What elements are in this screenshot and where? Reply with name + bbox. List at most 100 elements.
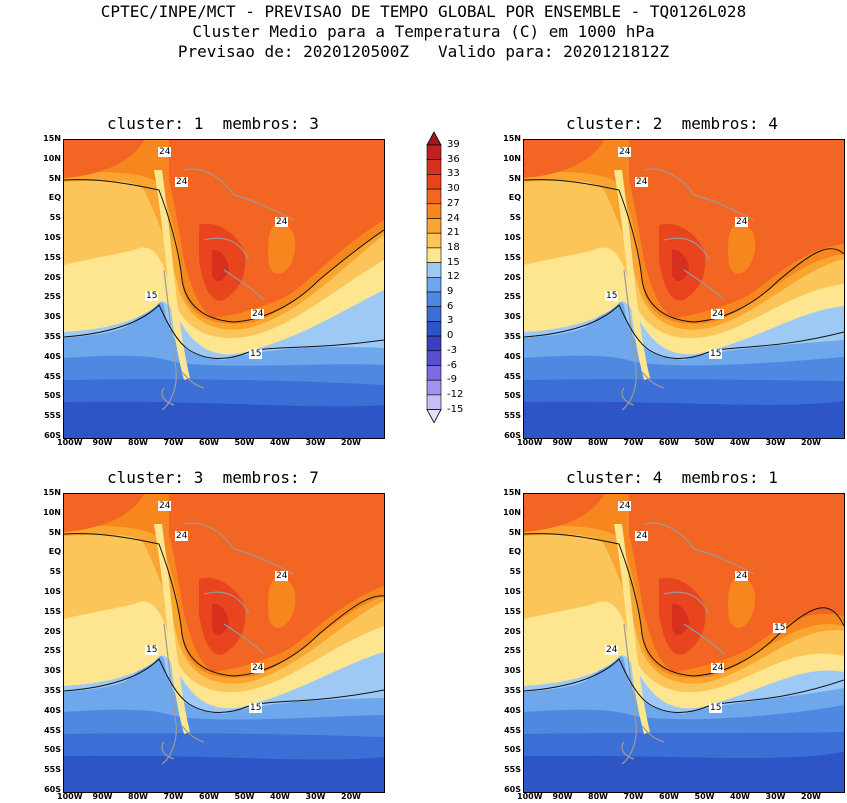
header-line-1: CPTEC/INPE/MCT - PREVISAO DE TEMPO GLOBA… [100, 2, 747, 21]
longitude-tick-label: 50W [694, 438, 715, 447]
longitude-tick-label: 20W [341, 792, 361, 801]
colorbar-level-label: 30 [447, 183, 460, 195]
latitude-tick-label: 20S [44, 626, 61, 636]
latitude-tick-label: 15S [44, 252, 61, 262]
latitude-tick-label: 5N [48, 527, 61, 537]
latitude-tick-label: 5N [508, 173, 521, 183]
latitude-tick-label: 60S [504, 431, 521, 440]
panel-title: cluster: 2 membros: 4 [566, 114, 778, 133]
contour-label: 24 [175, 177, 189, 187]
longitude-tick-label: 100W [57, 792, 83, 801]
contour-label: 24 [158, 147, 172, 157]
contour-label: 24 [635, 177, 649, 187]
contour-label: 24 [275, 217, 289, 227]
longitude-tick-label: 90W [92, 438, 113, 447]
latitude-tick-label: 10S [44, 587, 61, 596]
contour-label: 24 [735, 571, 749, 581]
latitude-tick-label: 20S [504, 272, 521, 282]
longitude-tick-label: 30W [765, 438, 786, 447]
latitude-tick-label: 15N [43, 488, 61, 497]
colorbar-level-label: 15 [447, 256, 460, 268]
contour-label: 24 [158, 501, 172, 511]
contour-label: 15 [145, 645, 159, 655]
contour-label: 15 [709, 349, 723, 359]
latitude-tick-label: 30S [44, 666, 61, 676]
latitude-tick-label: 10S [504, 233, 521, 242]
latitude-tick-label: 50S [504, 391, 521, 401]
latitude-tick-label: 15N [43, 134, 61, 143]
latitude-tick-label: 10N [503, 153, 521, 163]
longitude-tick-label: 70W [163, 438, 184, 447]
longitude-tick-label: 100W [57, 438, 83, 447]
contour-label: 24 [275, 571, 289, 581]
longitude-tick-label: 50W [234, 792, 255, 801]
contour-label: 15 [249, 703, 263, 713]
longitude-tick-label: 50W [694, 792, 715, 801]
longitude-tick-label: 30W [765, 792, 786, 801]
contour-label: 24 [711, 309, 725, 319]
longitude-tick-label: 70W [163, 792, 184, 801]
latitude-tick-label: 5S [509, 213, 521, 223]
colorbar-level-label: 18 [447, 241, 460, 253]
contour-label: 24 [711, 663, 725, 673]
panel-title: cluster: 4 membros: 1 [566, 468, 778, 487]
longitude-tick-label: 90W [552, 792, 573, 801]
latitude-tick-label: 40S [44, 705, 61, 715]
contour-label: 24 [618, 501, 632, 511]
latitude-tick-label: 40S [504, 705, 521, 715]
longitude-tick-label: 100W [517, 792, 543, 801]
longitude-tick-label: 90W [552, 438, 573, 447]
colorbar-level-label: -15 [447, 403, 464, 415]
latitude-tick-label: 10S [504, 587, 521, 596]
latitude-tick-label: 30S [44, 312, 61, 322]
longitude-tick-label: 40W [270, 438, 290, 447]
contour-label: 15 [605, 291, 619, 301]
longitude-tick-label: 70W [623, 438, 644, 447]
longitude-tick-label: 40W [270, 792, 290, 801]
latitude-tick-label: 5N [48, 173, 61, 183]
colorbar-level-label: 36 [447, 153, 460, 165]
latitude-tick-label: 60S [44, 431, 61, 440]
latitude-tick-label: 15N [503, 488, 521, 497]
latitude-tick-label: 5S [509, 567, 521, 577]
latitude-tick-label: 45S [504, 725, 521, 735]
latitude-tick-label: 10N [43, 507, 61, 517]
longitude-tick-label: 100W [517, 438, 543, 447]
latitude-tick-label: EQ [48, 193, 61, 203]
longitude-tick-label: 60W [199, 792, 219, 801]
contour-label: 24 [605, 645, 619, 655]
contour-label: 15 [709, 703, 723, 713]
latitude-tick-label: 30S [504, 312, 521, 322]
colorbar-level-label: 24 [447, 212, 460, 224]
longitude-tick-label: 20W [801, 438, 821, 447]
latitude-tick-label: 60S [44, 785, 61, 794]
longitude-tick-label: 60W [659, 438, 679, 447]
longitude-tick-label: 80W [588, 792, 608, 801]
latitude-tick-label: 25S [44, 646, 61, 656]
longitude-tick-label: 80W [128, 792, 148, 801]
latitude-tick-label: 45S [504, 371, 521, 381]
latitude-tick-label: 5N [508, 527, 521, 537]
latitude-tick-label: EQ [48, 547, 61, 557]
latitude-tick-label: 10N [503, 507, 521, 517]
latitude-tick-label: 15S [504, 252, 521, 262]
latitude-tick-label: 50S [44, 391, 61, 401]
contour-label: 24 [251, 663, 265, 673]
colorbar-level-label: 27 [447, 197, 460, 209]
contour-label: 24 [251, 309, 265, 319]
contour-label: 24 [175, 531, 189, 541]
longitude-tick-label: 20W [801, 792, 821, 801]
colorbar-level-label: 9 [447, 286, 454, 297]
longitude-tick-label: 40W [730, 792, 750, 801]
latitude-tick-label: 40S [504, 351, 521, 361]
colorbar-level-label: 39 [447, 139, 460, 150]
header-line-3: Previsao de: 2020120500Z Valido para: 20… [177, 42, 670, 61]
colorbar-level-label: -3 [447, 344, 457, 356]
latitude-tick-label: 15S [44, 606, 61, 616]
colorbar-level-label: -12 [447, 388, 464, 400]
latitude-tick-label: 35S [504, 332, 521, 341]
latitude-tick-label: 20S [504, 626, 521, 636]
colorbar-level-label: -6 [447, 359, 457, 371]
panel-title: cluster: 1 membros: 3 [107, 114, 319, 133]
latitude-tick-label: 55S [44, 411, 61, 421]
